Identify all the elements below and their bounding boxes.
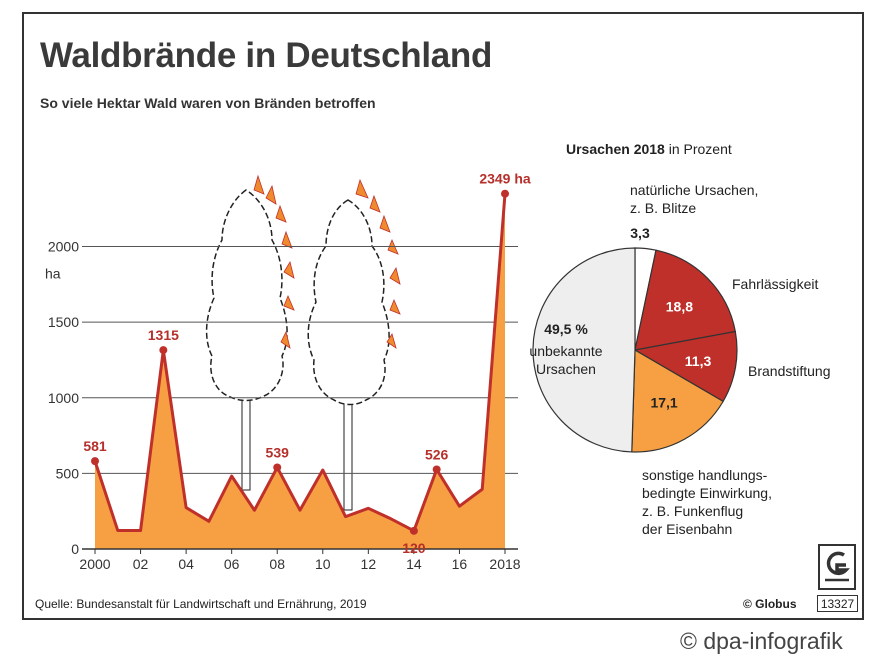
pie-slice: [633, 330, 738, 403]
data-point-marker: [273, 463, 282, 472]
globus-logo: [818, 544, 856, 590]
pie-category-label: Brandstiftung: [748, 363, 831, 379]
x-tick-label: 12: [361, 556, 377, 572]
page-subtitle: So viele Hektar Wald waren von Bränden b…: [40, 95, 376, 111]
pie-category-label: sonstige handlungs-: [642, 467, 768, 483]
pie-category-label: natürliche Ursachen,: [630, 182, 758, 198]
x-tick-label: 2000: [79, 556, 110, 572]
pie-value-label: 11,3: [685, 353, 712, 369]
pie-chart: 3,3 18,8 11,3 17,1 49,5 % natürliche Ursachen…: [529, 182, 830, 537]
pie-category-label: unbekannte: [529, 343, 602, 359]
tree-right: [307, 178, 401, 511]
data-label: 120: [402, 540, 426, 556]
tree-left: [205, 174, 295, 491]
pie-value-label: 17,1: [650, 394, 677, 410]
data-point-marker: [159, 346, 168, 355]
pie-slice: [631, 348, 724, 453]
x-tick-label: 10: [315, 556, 331, 572]
y-tick-label: 500: [56, 465, 80, 481]
pie-category-label: der Eisenbahn: [642, 521, 732, 537]
pie-title: Ursachen 2018 in Prozent: [566, 141, 732, 157]
tree-illustration: [205, 174, 401, 511]
y-tick-label: 0: [71, 541, 79, 557]
pie-category-label: Ursachen: [536, 361, 596, 377]
x-tick-label: 14: [406, 556, 422, 572]
data-point-marker: [501, 189, 509, 198]
pie-slice: [634, 249, 737, 351]
x-tick-label: 16: [452, 556, 468, 572]
data-label: 539: [266, 444, 290, 460]
pie-category-label: z. B. Funkenflug: [642, 503, 743, 519]
data-label: 526: [425, 446, 449, 462]
source-note: Quelle: Bundesanstalt für Landwirtschaft…: [35, 597, 367, 611]
pie-title-suffix: in Prozent: [668, 141, 732, 157]
data-label: 581: [83, 438, 107, 454]
globus-number: 13327: [817, 595, 858, 612]
pie-category-label: Fahrlässigkeit: [732, 276, 818, 292]
y-tick-label: 1500: [48, 314, 79, 330]
data-label: 1315: [148, 327, 179, 343]
pie-value-label: 3,3: [630, 225, 650, 241]
data-point-marker: [432, 465, 441, 474]
data-label: 2349 ha: [479, 171, 531, 187]
pie-title-main: Ursachen 2018: [566, 141, 665, 157]
data-point-marker: [91, 457, 99, 466]
pie-value-label: 18,8: [666, 299, 693, 315]
area-chart: 0 500 1000 1500 2000 ha 2000 02 04 06 08 10 12 14 16 20…: [45, 171, 531, 572]
globus-credit: © Globus: [743, 597, 797, 611]
x-tick-label: 02: [133, 556, 149, 572]
area-fill: [95, 193, 505, 549]
x-tick-label: 08: [269, 556, 285, 572]
pie-slice: [532, 247, 636, 453]
page-title: Waldbrände in Deutschland: [40, 36, 493, 75]
pie-category-label: bedingte Einwirkung,: [642, 485, 772, 501]
x-tick-label: 04: [178, 556, 194, 572]
y-axis-unit: ha: [45, 266, 61, 282]
y-tick-label: 2000: [48, 239, 79, 255]
dpa-credit: © dpa-infografik: [680, 628, 843, 654]
data-point-marker: [409, 526, 418, 535]
pie-category-label: z. B. Blitze: [630, 200, 696, 216]
x-tick-label: 2018: [489, 556, 520, 572]
pie-value-label: 49,5 %: [544, 321, 588, 337]
globus-logo-icon: [825, 551, 850, 582]
y-tick-label: 1000: [48, 390, 79, 406]
x-tick-label: 06: [224, 556, 240, 572]
